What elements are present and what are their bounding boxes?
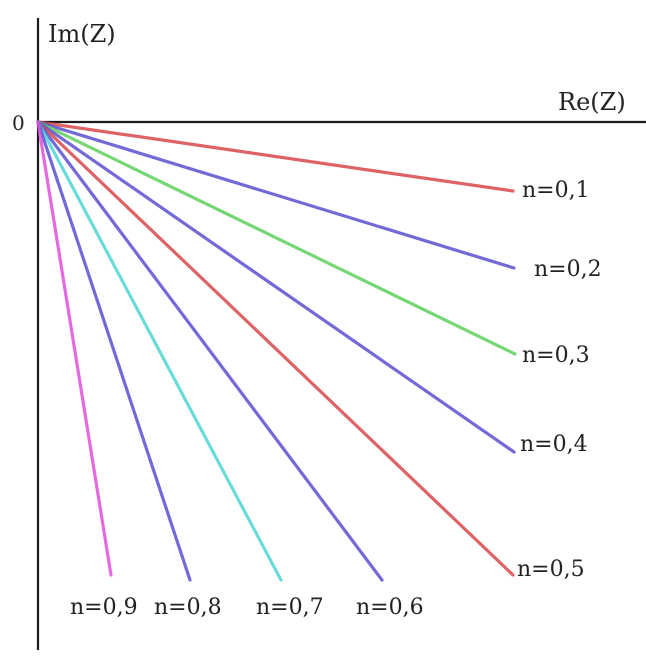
series-label-2: n=0,2 [534,257,602,282]
series-label-4: n=0,4 [520,432,588,457]
series-label-5: n=0,5 [517,557,585,582]
series-label-3: n=0,3 [522,343,590,368]
series-line-4 [36,120,516,454]
series-label-8: n=0,8 [154,595,222,620]
series-line-9 [36,120,113,577]
series-lines [36,120,517,582]
series-line-7 [36,120,283,582]
series-label-6: n=0,6 [356,595,424,620]
y-axis-title: Im(Z) [48,20,116,48]
series-line-2 [36,120,516,270]
series-line-6 [36,120,384,582]
series-line-3 [36,120,517,356]
series-line-1 [36,120,515,193]
series-label-1: n=0,1 [522,178,590,203]
series-line-8 [36,120,192,582]
origin-label: 0 [12,111,25,135]
x-axis-title: Re(Z) [558,88,626,116]
series-label-9: n=0,9 [70,595,138,620]
series-label-7: n=0,7 [256,595,324,620]
series-labels: n=0,1 n=0,2 n=0,3 n=0,4 n=0,5 n=0,6 n=0,7 n=0,8… [70,178,602,620]
series-line-5 [36,120,515,577]
